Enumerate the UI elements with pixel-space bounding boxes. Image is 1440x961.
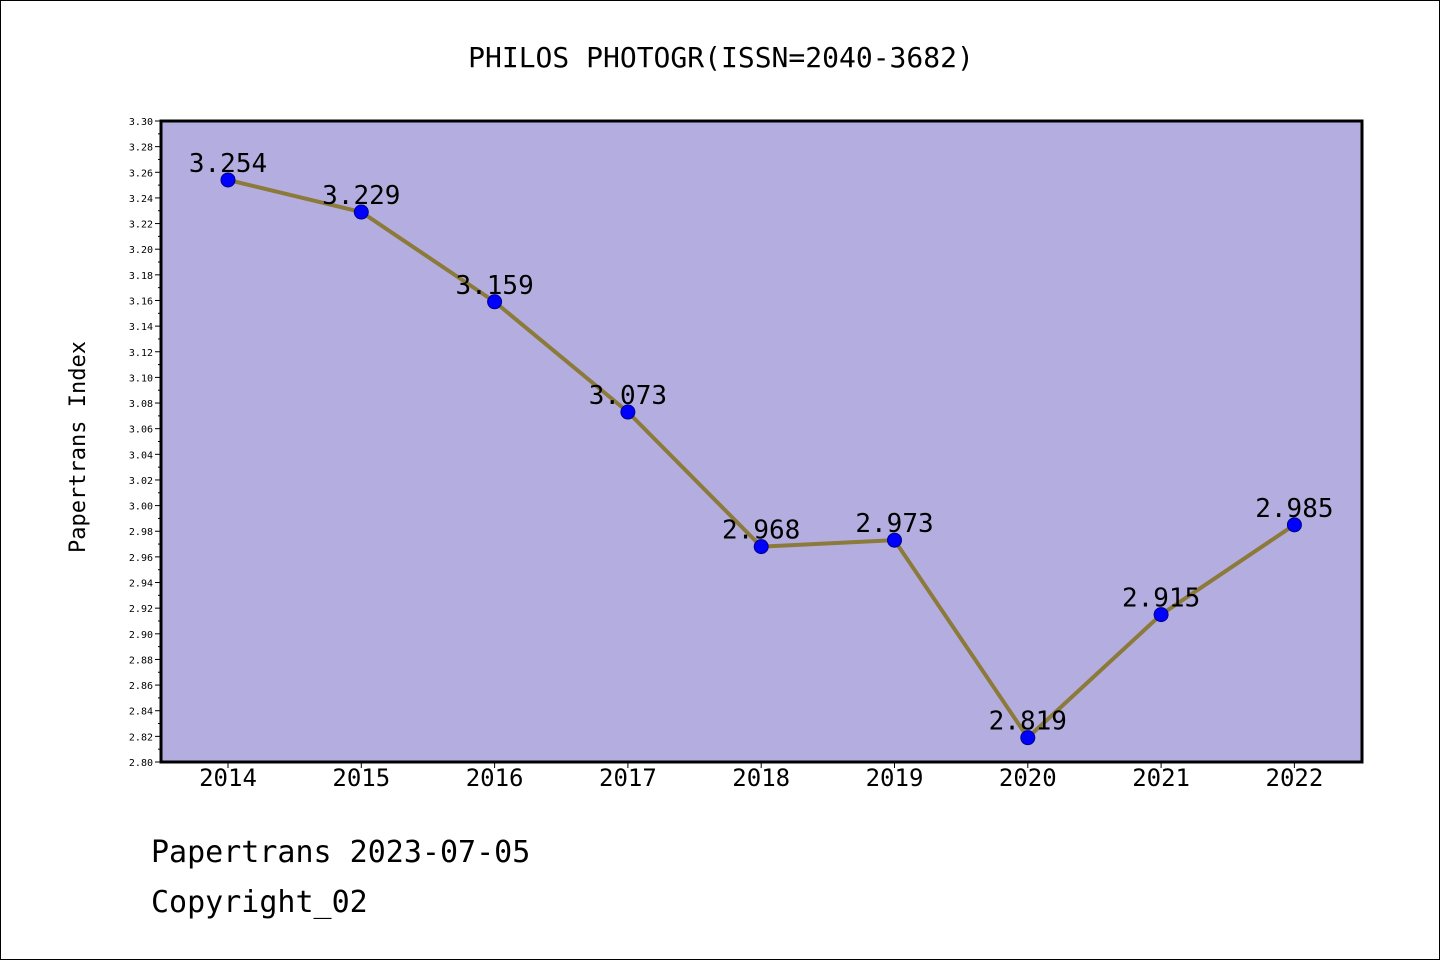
y-tick-label: 2.96 xyxy=(129,553,153,564)
data-point-marker xyxy=(753,539,769,555)
data-point-marker xyxy=(353,204,369,220)
data-point-label: 3.073 xyxy=(589,381,667,411)
chart-title: PHILOS PHOTOGR(ISSN=2040-3682) xyxy=(468,41,974,74)
y-tick-label: 3.30 xyxy=(129,117,153,128)
series-line-segment xyxy=(226,177,364,215)
y-tick-label: 3.22 xyxy=(129,220,153,231)
series-line-segment xyxy=(492,299,630,415)
footer-date-line: Papertrans 2023-07-05 xyxy=(151,835,531,870)
series-line-segment xyxy=(625,410,764,549)
y-tick-label: 2.94 xyxy=(129,579,153,590)
data-point-marker xyxy=(1286,517,1302,533)
x-tick-label: 2015 xyxy=(332,764,390,792)
data-point-label: 2.973 xyxy=(855,509,933,539)
y-tick-label: 3.20 xyxy=(129,245,153,256)
data-point-marker xyxy=(887,532,902,548)
x-tick-label: 2018 xyxy=(732,764,790,792)
data-point-label: 2.819 xyxy=(989,707,1067,737)
y-tick-label: 3.24 xyxy=(129,194,153,205)
y-tick-label: 3.26 xyxy=(129,168,153,179)
y-tick-label: 3.08 xyxy=(129,399,153,410)
y-tick-label: 2.84 xyxy=(129,707,153,718)
data-point-label: 3.229 xyxy=(322,181,400,211)
data-point-label: 3.159 xyxy=(455,271,533,301)
y-tick-label: 2.82 xyxy=(129,732,153,743)
x-tick-label: 2016 xyxy=(466,764,524,792)
data-markers xyxy=(220,172,1302,746)
y-tick-label: 3.06 xyxy=(129,425,153,436)
data-labels: 3.254 3.229 3.159 3.073 2.968 2.973 2.819 2.915… xyxy=(189,149,1334,737)
series-line xyxy=(226,177,1297,740)
x-tick-label: 2022 xyxy=(1266,764,1324,792)
x-tick-label: 2021 xyxy=(1132,764,1190,792)
y-tick-label: 3.14 xyxy=(129,322,153,333)
data-point-marker xyxy=(487,294,503,310)
y-tick-label: 2.80 xyxy=(129,758,153,769)
data-point-label: 2.985 xyxy=(1255,494,1333,524)
data-point-marker xyxy=(620,404,636,420)
y-axis-label: Papertrans Index xyxy=(66,341,91,553)
x-tick-label: 2017 xyxy=(599,764,657,792)
y-tick-label: 2.90 xyxy=(129,630,153,641)
footer-copyright: Copyright_02 xyxy=(151,885,368,920)
x-tick-label: 2014 xyxy=(199,764,257,792)
y-tick-label: 3.18 xyxy=(129,271,153,282)
x-tick-label: 2020 xyxy=(999,764,1057,792)
y-tick-label: 2.86 xyxy=(129,681,153,692)
y-tick-label: 3.28 xyxy=(129,143,153,154)
series-line-segment xyxy=(759,538,897,549)
series-line-segment xyxy=(1159,522,1297,617)
y-tick-label: 3.02 xyxy=(129,476,153,487)
data-point-label: 3.254 xyxy=(189,149,267,179)
y-tick-label: 3.12 xyxy=(129,348,153,359)
y-tick-label: 3.16 xyxy=(129,296,153,307)
data-point-marker xyxy=(1153,607,1169,623)
plot-area xyxy=(161,121,1362,762)
y-tick-label: 2.92 xyxy=(129,604,153,615)
series-line-segment xyxy=(359,210,497,304)
series-line-segment xyxy=(1025,612,1164,740)
data-point-label: 2.915 xyxy=(1122,584,1200,614)
data-point-marker xyxy=(1020,730,1036,746)
y-tick-label: 2.88 xyxy=(129,655,153,666)
y-tick-label: 2.98 xyxy=(129,527,153,538)
y-tick-label: 3.10 xyxy=(129,373,153,384)
data-point-label: 2.968 xyxy=(722,516,800,546)
x-tick-label: 2019 xyxy=(866,764,924,792)
plot-border xyxy=(159,119,1364,764)
y-tick-label: 3.04 xyxy=(129,450,153,461)
data-point-marker xyxy=(220,172,236,188)
series-line-segment xyxy=(892,538,1030,740)
axis-ticks: 2.80 2.82 2.84 2.86 2.88 2.90 2.92 2.94 2.96 2.98… xyxy=(129,117,1323,792)
y-tick-label: 3.00 xyxy=(129,502,153,513)
